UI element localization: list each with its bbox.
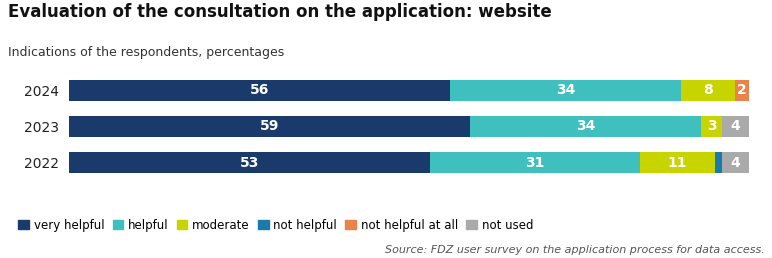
Text: 3: 3 (706, 119, 716, 133)
Bar (69, 116, 470, 137)
Bar (429, 152, 640, 173)
Bar (69, 152, 429, 173)
Legend: very helpful, helpful, moderate, not helpful, not helpful at all, not used: very helpful, helpful, moderate, not hel… (14, 214, 538, 237)
Bar (69, 80, 450, 101)
Text: Evaluation of the consultation on the application: website: Evaluation of the consultation on the ap… (8, 3, 551, 21)
Text: 11: 11 (668, 156, 687, 170)
Text: 4: 4 (730, 119, 740, 133)
Bar (715, 152, 722, 173)
Bar (701, 116, 722, 137)
Bar (681, 80, 735, 101)
Text: Indications of the respondents, percentages: Indications of the respondents, percenta… (8, 46, 284, 59)
Bar (450, 80, 681, 101)
Bar (470, 116, 701, 137)
Text: 4: 4 (730, 156, 740, 170)
Text: 34: 34 (576, 119, 595, 133)
Bar (640, 152, 715, 173)
Text: 31: 31 (525, 156, 544, 170)
Text: 8: 8 (703, 83, 713, 97)
Text: 53: 53 (240, 156, 259, 170)
Text: Source: FDZ user survey on the application process for data access.: Source: FDZ user survey on the applicati… (384, 245, 764, 255)
Bar (722, 152, 749, 173)
Text: 2: 2 (737, 83, 747, 97)
Text: 56: 56 (250, 83, 269, 97)
Text: 59: 59 (260, 119, 279, 133)
Text: 34: 34 (556, 83, 575, 97)
Bar (722, 116, 749, 137)
Bar (735, 80, 749, 101)
